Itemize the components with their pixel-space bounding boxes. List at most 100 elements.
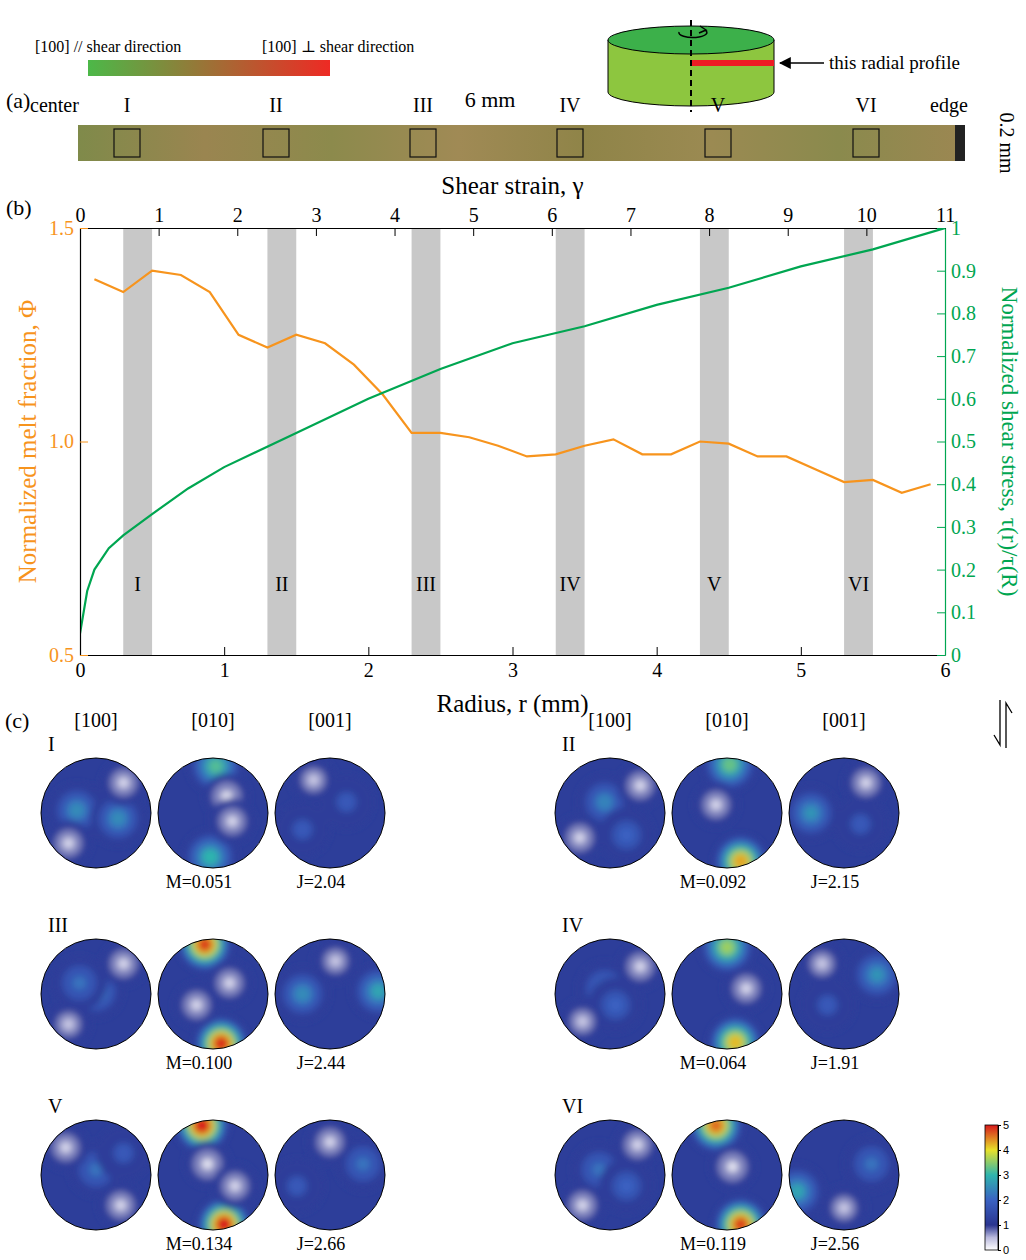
region-label: II bbox=[269, 94, 282, 116]
density-contour bbox=[193, 1117, 210, 1134]
tick: 0.6 bbox=[937, 388, 976, 410]
density-contour bbox=[188, 1112, 216, 1140]
tick-mark bbox=[395, 228, 396, 236]
band-label: IV bbox=[560, 573, 582, 595]
tick-mark bbox=[937, 527, 945, 528]
density-contour bbox=[216, 970, 243, 997]
pointer-arrow bbox=[780, 62, 824, 64]
region-band bbox=[844, 228, 873, 655]
tick: 0.5 bbox=[49, 644, 88, 666]
density-contour bbox=[783, 1177, 812, 1206]
tick-mark bbox=[937, 484, 945, 485]
pole-outline bbox=[158, 939, 268, 1049]
density-contour bbox=[229, 1180, 241, 1192]
tick-mark bbox=[937, 313, 945, 314]
density-contour bbox=[821, 998, 835, 1012]
density-contour bbox=[627, 953, 654, 980]
density-contour bbox=[226, 815, 238, 827]
tick-mark bbox=[937, 356, 945, 357]
pole-figure bbox=[789, 939, 905, 1049]
tick-label: 1 bbox=[220, 659, 230, 681]
density-contour bbox=[720, 940, 734, 954]
density-contour bbox=[864, 962, 890, 988]
tick-mark bbox=[237, 228, 238, 236]
tick-mark bbox=[937, 612, 945, 613]
tick-label: 0.1 bbox=[951, 601, 976, 623]
pole-background bbox=[789, 939, 899, 1049]
density-contour bbox=[810, 951, 835, 976]
density-contour bbox=[330, 955, 342, 967]
tick-label: 10 bbox=[857, 204, 877, 226]
density-contour bbox=[730, 851, 752, 873]
tick-mark bbox=[998, 1150, 1001, 1151]
region-label: V bbox=[711, 94, 726, 116]
tick-label: 5 bbox=[796, 659, 806, 681]
density-contour bbox=[620, 828, 634, 842]
density-contour bbox=[710, 799, 722, 811]
density-peak bbox=[100, 941, 146, 987]
strip-label: center bbox=[30, 94, 79, 116]
density-contour bbox=[203, 850, 217, 864]
pole-background bbox=[555, 1120, 665, 1230]
pole-figure bbox=[672, 1098, 782, 1252]
density-contour bbox=[340, 795, 354, 809]
axis-line bbox=[998, 1126, 999, 1251]
axis-title: Normalized shear stress, τ(r)/τ(R) bbox=[997, 287, 1022, 597]
density-contour bbox=[70, 803, 84, 817]
density-contour bbox=[614, 1122, 660, 1168]
pole-background bbox=[41, 758, 151, 868]
region-band bbox=[556, 228, 585, 655]
density-contour bbox=[323, 949, 348, 974]
density-peak bbox=[843, 760, 889, 806]
density-contour bbox=[98, 1182, 144, 1228]
tick-label: 0.6 bbox=[951, 388, 976, 410]
density-contour bbox=[853, 769, 880, 796]
density-blobs bbox=[275, 938, 406, 1022]
density-contour bbox=[624, 1131, 651, 1158]
density-peak bbox=[559, 1182, 605, 1228]
tick-mark bbox=[80, 655, 88, 656]
density-peak bbox=[209, 798, 255, 844]
density-contour bbox=[63, 837, 75, 849]
panel-letter: (a) bbox=[6, 88, 30, 113]
pole-figure bbox=[270, 1119, 391, 1230]
tick: 0.3 bbox=[937, 516, 976, 538]
region-label: IV bbox=[559, 94, 581, 116]
density-contour bbox=[577, 1199, 589, 1211]
region-band bbox=[123, 228, 152, 655]
density-contour bbox=[784, 786, 839, 841]
plot-area bbox=[80, 228, 945, 655]
panel-letter: (b) bbox=[6, 195, 32, 220]
tick-mark bbox=[937, 228, 945, 229]
pole-figure bbox=[672, 920, 782, 1070]
panel-c: [100][010][001][100][010][001]IM=0.051J=… bbox=[41, 700, 1012, 1256]
pole-figure bbox=[672, 737, 782, 889]
pole-outline bbox=[672, 1120, 782, 1230]
pole-label: [001] bbox=[822, 709, 865, 731]
density-contour bbox=[634, 780, 646, 792]
density-contour bbox=[113, 1143, 134, 1164]
tick-label: 1.5 bbox=[49, 217, 74, 239]
density-peak bbox=[614, 1122, 660, 1168]
tick-mark bbox=[473, 228, 474, 236]
pole-outline bbox=[789, 758, 899, 868]
color-legend bbox=[88, 60, 330, 76]
density-contour bbox=[712, 933, 741, 962]
tick-mark bbox=[80, 442, 88, 443]
tick: 0.5 bbox=[937, 430, 976, 452]
density-contour bbox=[566, 824, 593, 851]
density-contour bbox=[627, 772, 654, 799]
tick-label: 4 bbox=[390, 204, 400, 226]
density-blobs bbox=[559, 1122, 660, 1229]
density-contour bbox=[799, 941, 845, 987]
density-blobs bbox=[700, 920, 770, 1070]
density-contour bbox=[275, 802, 330, 857]
tick-mark bbox=[159, 228, 160, 236]
density-contour bbox=[356, 1157, 370, 1171]
tick-label: 0.9 bbox=[951, 260, 976, 282]
density-contour bbox=[351, 964, 406, 1019]
density-contour bbox=[56, 1012, 81, 1037]
density-contour bbox=[609, 998, 623, 1012]
density-contour bbox=[695, 1104, 738, 1147]
tick: 3 bbox=[508, 647, 518, 681]
